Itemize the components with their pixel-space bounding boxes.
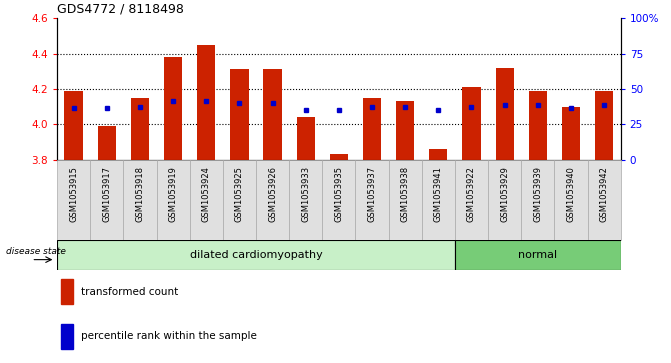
Bar — [98, 126, 116, 160]
Bar — [429, 149, 448, 160]
Text: GSM1053918: GSM1053918 — [136, 166, 144, 222]
Bar — [230, 69, 248, 160]
Text: GSM1053937: GSM1053937 — [368, 166, 376, 222]
Text: GSM1053942: GSM1053942 — [600, 166, 609, 222]
Text: GSM1053933: GSM1053933 — [301, 166, 310, 222]
Bar — [197, 45, 215, 160]
Bar — [363, 98, 381, 160]
Bar — [57, 240, 455, 270]
Text: GSM1053919: GSM1053919 — [168, 166, 178, 222]
Text: GSM1053922: GSM1053922 — [467, 166, 476, 222]
Bar — [529, 91, 547, 160]
Bar — [455, 240, 621, 270]
Bar — [264, 69, 282, 160]
Text: GSM1053926: GSM1053926 — [268, 166, 277, 222]
Bar — [156, 160, 190, 240]
Bar — [289, 160, 322, 240]
Bar — [588, 160, 621, 240]
Text: transformed count: transformed count — [81, 287, 178, 297]
Bar — [64, 91, 83, 160]
Bar — [90, 160, 123, 240]
Bar — [190, 160, 223, 240]
Text: percentile rank within the sample: percentile rank within the sample — [81, 331, 257, 341]
Text: GSM1053925: GSM1053925 — [235, 166, 244, 222]
Bar — [356, 160, 389, 240]
Bar — [61, 324, 73, 349]
Bar — [495, 68, 514, 160]
Text: disease state: disease state — [5, 248, 66, 256]
Bar — [61, 279, 73, 304]
Bar — [223, 160, 256, 240]
Bar — [488, 160, 521, 240]
Text: GSM1053924: GSM1053924 — [202, 166, 211, 222]
Text: GSM1053941: GSM1053941 — [434, 166, 443, 222]
Bar — [389, 160, 422, 240]
Bar — [123, 160, 156, 240]
Text: GDS4772 / 8118498: GDS4772 / 8118498 — [57, 3, 184, 16]
Bar — [164, 57, 183, 160]
Bar — [554, 160, 588, 240]
Bar — [57, 160, 90, 240]
Text: GSM1053939: GSM1053939 — [533, 166, 542, 222]
Text: GSM1053938: GSM1053938 — [401, 166, 410, 222]
Bar — [322, 160, 356, 240]
Bar — [521, 160, 554, 240]
Text: GSM1053917: GSM1053917 — [102, 166, 111, 222]
Bar — [131, 98, 149, 160]
Bar — [422, 160, 455, 240]
Bar — [562, 107, 580, 160]
Bar — [329, 154, 348, 160]
Text: GSM1053915: GSM1053915 — [69, 166, 78, 222]
Text: normal: normal — [518, 250, 558, 260]
Bar — [297, 117, 315, 160]
Text: GSM1053929: GSM1053929 — [500, 166, 509, 222]
Bar — [595, 91, 613, 160]
Bar — [455, 160, 488, 240]
Bar — [462, 87, 480, 160]
Bar — [396, 101, 414, 160]
Text: dilated cardiomyopathy: dilated cardiomyopathy — [190, 250, 322, 260]
Text: GSM1053940: GSM1053940 — [566, 166, 576, 222]
Text: GSM1053935: GSM1053935 — [334, 166, 344, 222]
Bar — [256, 160, 289, 240]
